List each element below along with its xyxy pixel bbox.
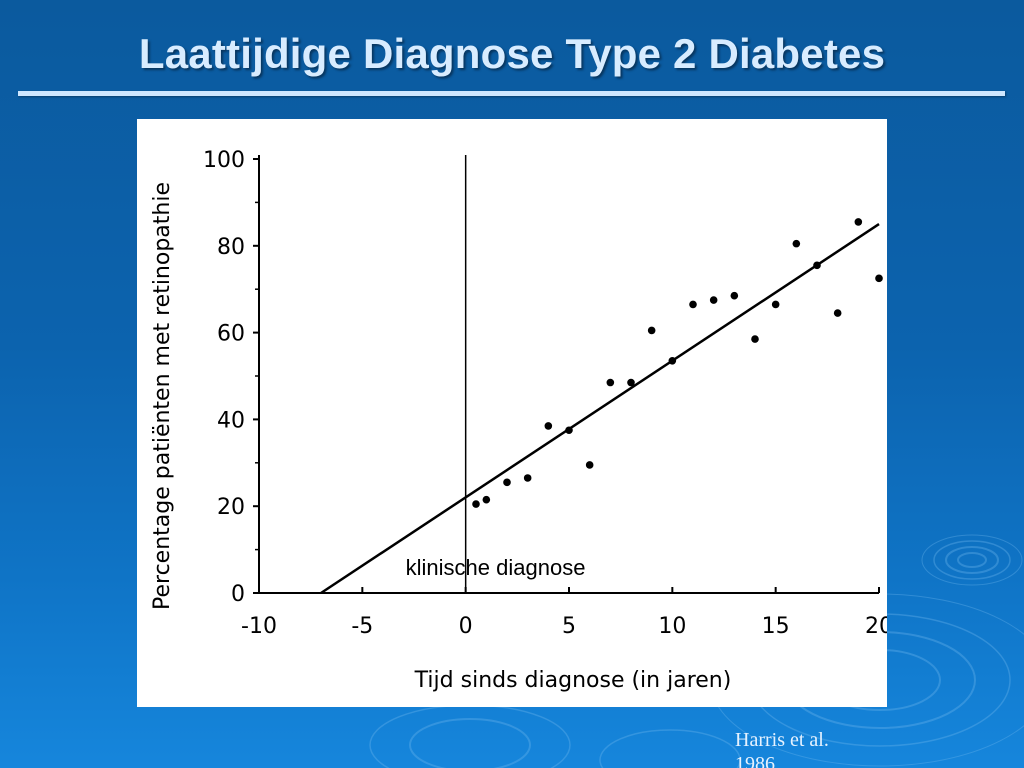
data-point [606, 378, 615, 387]
data-point [647, 326, 656, 335]
data-point [751, 335, 759, 343]
x-tick-label: 20 [865, 614, 887, 639]
x-axis-label: Tijd sinds diagnose (in jaren) [414, 668, 732, 693]
data-point [813, 261, 821, 270]
retinopathy-chart: 0 20 40 60 80 100 -10 -5 0 5 10 15 20 klinische diag… [137, 119, 887, 707]
points-layer [472, 218, 883, 508]
data-point [833, 309, 842, 317]
data-point [689, 300, 697, 309]
chart-svg: 0 20 40 60 80 100 -10 -5 0 5 10 15 20 klinische diag… [150, 148, 887, 693]
y-tick-label: 60 [217, 322, 245, 347]
x-tick-label: -5 [351, 614, 373, 639]
data-point [565, 426, 573, 435]
data-point [585, 461, 594, 469]
x-tick-label: -10 [241, 614, 277, 639]
x-tick-label: 10 [658, 614, 686, 639]
data-point [544, 422, 553, 430]
clinical-diagnosis-label: klinische diagnose [406, 555, 586, 580]
source-authors: Harris et al. [735, 729, 829, 751]
slide-title: Laattijdige Diagnose Type 2 Diabetes [138, 30, 886, 77]
y-tick-label: 100 [203, 148, 245, 173]
source-citation: Harris et al. 1986 [735, 728, 875, 768]
y-axis-label: Percentage patiënten met retinopathie [150, 182, 175, 610]
data-point [668, 357, 677, 365]
y-tick-label: 40 [217, 408, 245, 433]
title-divider [18, 91, 1005, 96]
data-point [730, 291, 739, 300]
y-tick-label: 20 [217, 495, 245, 520]
data-point [771, 300, 780, 309]
data-point [503, 478, 511, 487]
axes-layer [258, 155, 879, 594]
data-point [472, 500, 480, 508]
data-point [627, 378, 635, 387]
x-tick-label: 0 [459, 614, 473, 639]
source-year: 1986 [735, 753, 775, 768]
data-point [709, 296, 718, 304]
data-point [482, 495, 491, 504]
trend-line [320, 223, 880, 595]
data-point [523, 474, 532, 482]
data-point [792, 239, 801, 248]
y-tick-label: 0 [231, 582, 245, 607]
y-tick-label: 80 [217, 235, 245, 260]
x-tick-label: 15 [762, 614, 790, 639]
ticks-layer: 0 20 40 60 80 100 -10 -5 0 5 10 15 20 [203, 148, 887, 639]
data-point [854, 218, 863, 226]
x-tick-label: 5 [562, 614, 576, 639]
data-point [875, 274, 883, 283]
